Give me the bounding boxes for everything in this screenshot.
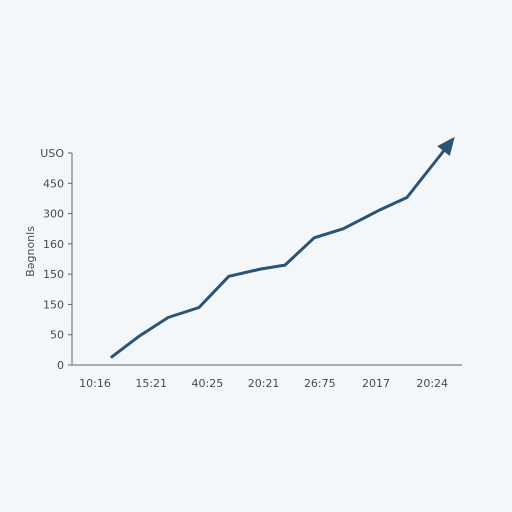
x-tick-label: 2017 bbox=[362, 377, 390, 390]
y-tick-label: 160 bbox=[43, 238, 64, 251]
x-tick-label: 15:21 bbox=[135, 377, 167, 390]
x-tick-labels: 10:16 15:21 40:25 20:21 26:75 2017 20:24 bbox=[79, 377, 448, 390]
y-tick-label: 450 bbox=[43, 177, 64, 190]
y-tick-label: 150 bbox=[43, 268, 64, 281]
y-tick-label: USO bbox=[40, 147, 64, 160]
series-group bbox=[110, 136, 455, 359]
axes bbox=[71, 153, 462, 366]
x-tick-label: 40:25 bbox=[192, 377, 224, 390]
x-tick-label: 20:24 bbox=[416, 377, 448, 390]
x-tick-label: 26:75 bbox=[304, 377, 336, 390]
arrow-head-icon bbox=[437, 136, 455, 156]
y-tick-label: 50 bbox=[50, 329, 64, 342]
y-axis-label: Bəgnonls bbox=[24, 226, 37, 277]
y-tick-label: 150 bbox=[43, 298, 64, 311]
x-tick-label: 20:21 bbox=[248, 377, 280, 390]
y-tick-labels: 0 50 150 150 160 300 450 USO bbox=[40, 147, 72, 372]
series-line bbox=[110, 148, 447, 359]
y-tick-label: 300 bbox=[43, 208, 64, 221]
x-tick-label: 10:16 bbox=[79, 377, 111, 390]
y-tick-label: 0 bbox=[57, 359, 64, 372]
